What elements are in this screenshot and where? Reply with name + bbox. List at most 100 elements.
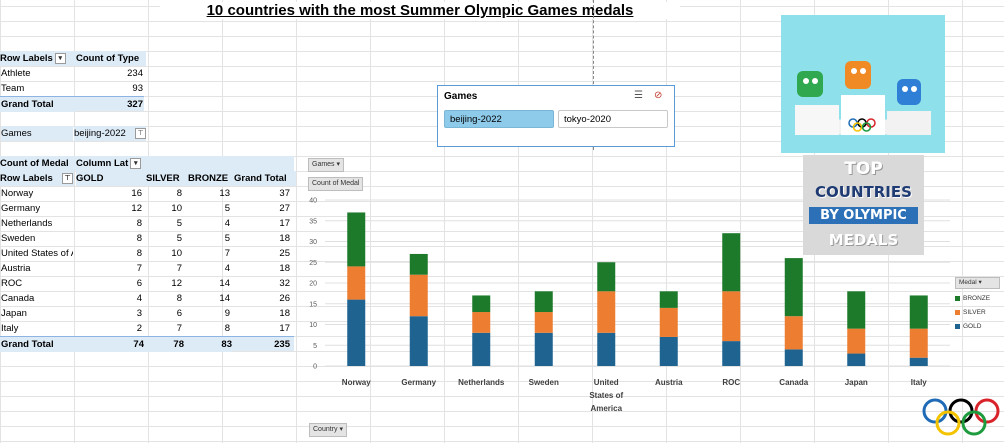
pivot2-bronze-cell[interactable]: 5 bbox=[224, 203, 230, 214]
pivot2-silver-cell[interactable]: 8 bbox=[176, 188, 182, 199]
pivot2-country-cell[interactable]: Canada bbox=[1, 293, 35, 304]
pivot2-country-cell[interactable]: Japan bbox=[1, 308, 27, 319]
olympic-mascots-picture[interactable] bbox=[781, 15, 945, 153]
pivot1-total-label[interactable]: Grand Total bbox=[0, 96, 75, 112]
pivot2-bronze-cell[interactable]: 5 bbox=[224, 233, 230, 244]
x-tick-label-line: Netherlands bbox=[458, 378, 505, 387]
pivot2-silver-cell[interactable]: 10 bbox=[171, 248, 182, 259]
pivot2-total-cell[interactable]: 26 bbox=[279, 293, 290, 304]
top-countries-banner[interactable]: TOP COUNTRIES BY OLYMPIC MEDALS bbox=[803, 155, 924, 255]
pivot2-column-labels[interactable]: Column Lat ▾ bbox=[74, 156, 146, 171]
bar-silver-canada bbox=[784, 316, 803, 350]
slicer-option-beijing-2022[interactable]: beijing-2022 bbox=[444, 110, 554, 128]
chart-games-filter-button[interactable]: Games ▾ bbox=[308, 158, 345, 172]
pivot2-bronze-cell[interactable]: 4 bbox=[224, 218, 230, 229]
pivot2-silver-cell[interactable]: 12 bbox=[171, 278, 182, 289]
pivot2-country-cell[interactable]: Germany bbox=[1, 203, 41, 214]
pivot2-gold-cell[interactable]: 7 bbox=[136, 263, 142, 274]
games-slicer[interactable]: Games ☰ ⊘ beijing-2022 tokyo-2020 bbox=[437, 85, 675, 147]
pivot2-total-silver[interactable]: 78 bbox=[144, 336, 184, 352]
pivot2-total-bronze[interactable]: 83 bbox=[184, 336, 232, 352]
column-header-bronze[interactable]: BRONZE bbox=[186, 171, 234, 186]
pivot2-total-gold[interactable]: 74 bbox=[74, 336, 144, 352]
pivot2-total-cell[interactable]: 17 bbox=[279, 323, 290, 334]
pivot2-country-cell[interactable]: Italy bbox=[1, 323, 19, 334]
pivot2-total-cell[interactable]: 17 bbox=[279, 218, 290, 229]
pivot2-total-cell[interactable]: 18 bbox=[279, 263, 290, 274]
pivot2-silver-cell[interactable]: 5 bbox=[176, 218, 182, 229]
dropdown-icon: ▾ bbox=[978, 279, 982, 286]
pivot2-silver-cell[interactable]: 7 bbox=[176, 263, 182, 274]
pivot2-country-cell[interactable]: ROC bbox=[1, 278, 23, 289]
pivot2-total-grand[interactable]: 235 bbox=[232, 336, 294, 351]
pivot2-total-cell[interactable]: 27 bbox=[279, 203, 290, 214]
column-header-gold[interactable]: GOLD bbox=[76, 171, 144, 186]
pivot2-country-cell[interactable]: Norway bbox=[1, 188, 34, 199]
clear-filter-icon[interactable]: ⊘ bbox=[654, 90, 663, 101]
pivot1-row-label[interactable]: Athlete bbox=[1, 68, 31, 79]
filter-icon[interactable]: ⊤ bbox=[62, 173, 73, 184]
pivot1-row-label[interactable]: Team bbox=[1, 83, 25, 94]
pivot2-bronze-cell[interactable]: 8 bbox=[224, 323, 230, 334]
bar-gold-norway bbox=[347, 299, 366, 366]
pivot2-corner[interactable]: Count of Medal bbox=[0, 156, 74, 171]
pivot2-gold-cell[interactable]: 8 bbox=[136, 218, 142, 229]
pivot2-bronze-cell[interactable]: 4 bbox=[224, 263, 230, 274]
pivot2-silver-cell[interactable]: 10 bbox=[171, 203, 182, 214]
pivot2-total-cell[interactable]: 18 bbox=[279, 233, 290, 244]
slicer-option-tokyo-2020[interactable]: tokyo-2020 bbox=[558, 110, 668, 128]
column-header-silver[interactable]: SILVER bbox=[144, 171, 186, 186]
pivot2-gold-cell[interactable]: 16 bbox=[131, 188, 142, 199]
slicer-title: Games bbox=[444, 91, 478, 102]
filter-value[interactable]: beijing-2022 ⊤ bbox=[74, 126, 146, 141]
column-header-grand-total[interactable]: Grand Total bbox=[232, 171, 296, 186]
x-tick-label: Norway bbox=[342, 378, 371, 387]
pivot2-gold-cell[interactable]: 2 bbox=[136, 323, 142, 334]
pivot2-total-cell[interactable]: 37 bbox=[279, 188, 290, 199]
pivot2-gold-cell[interactable]: 12 bbox=[131, 203, 142, 214]
pivot1-row-value[interactable]: 234 bbox=[127, 68, 143, 79]
pivot1-row-value[interactable]: 93 bbox=[132, 83, 143, 94]
pivot2-bronze-cell[interactable]: 14 bbox=[219, 293, 230, 304]
bar-silver-netherlands bbox=[472, 312, 491, 333]
pivot2-silver-cell[interactable]: 8 bbox=[176, 293, 182, 304]
pivot2-silver-cell[interactable]: 5 bbox=[176, 233, 182, 244]
pivot2-total-cell[interactable]: 25 bbox=[279, 248, 290, 259]
pivot2-bronze-cell[interactable]: 13 bbox=[219, 188, 230, 199]
pivot2-gold-cell[interactable]: 3 bbox=[136, 308, 142, 319]
bar-gold-canada bbox=[784, 349, 803, 366]
pivot2-total-cell[interactable]: 32 bbox=[279, 278, 290, 289]
bar-gold-germany bbox=[409, 316, 428, 366]
pivot2-bronze-cell[interactable]: 14 bbox=[219, 278, 230, 289]
filter-icon[interactable]: ⊤ bbox=[135, 128, 146, 139]
pivot2-silver-cell[interactable]: 7 bbox=[176, 323, 182, 334]
pivot2-gold-cell[interactable]: 8 bbox=[136, 233, 142, 244]
pivot2-country-cell[interactable]: Sweden bbox=[1, 233, 36, 244]
pivot2-total-label[interactable]: Grand Total bbox=[0, 336, 75, 352]
bar-silver-germany bbox=[409, 274, 428, 317]
chart-measure-button[interactable]: Count of Medal bbox=[308, 177, 364, 191]
pivot2-total-cell[interactable]: 18 bbox=[279, 308, 290, 319]
pivot1-row-labels-header[interactable]: Row Labels ▾ bbox=[0, 51, 74, 66]
pivot2-country-cell[interactable]: United States of A bbox=[1, 248, 73, 259]
x-tick-label: United States of America bbox=[589, 378, 623, 413]
bar-gold-japan bbox=[847, 353, 866, 366]
pivot2-gold-cell[interactable]: 8 bbox=[136, 248, 142, 259]
legend-item-gold: GOLD bbox=[955, 323, 1001, 331]
dropdown-icon[interactable]: ▾ bbox=[54, 52, 66, 64]
pivot2-gold-cell[interactable]: 4 bbox=[136, 293, 142, 304]
pivot2-bronze-cell[interactable]: 9 bbox=[224, 308, 230, 319]
pivot1-count-header[interactable]: Count of Type bbox=[74, 51, 146, 66]
pivot2-silver-cell[interactable]: 6 bbox=[176, 308, 182, 319]
dropdown-icon[interactable]: ▾ bbox=[130, 157, 142, 169]
multi-select-icon[interactable]: ☰ bbox=[634, 90, 643, 101]
pivot2-country-cell[interactable]: Austria bbox=[1, 263, 31, 274]
chart-country-axis-button[interactable]: Country ▾ bbox=[309, 423, 347, 437]
pivot2-bronze-cell[interactable]: 7 bbox=[224, 248, 230, 259]
pivot2-gold-cell[interactable]: 6 bbox=[136, 278, 142, 289]
pivot1-total-value[interactable]: 327 bbox=[74, 96, 144, 111]
medal-chart[interactable]: 0 5 10 15 20 25 30 35 40 Norway Germany Netherlands… bbox=[300, 188, 955, 423]
pivot2-row-labels-header[interactable]: Row Labels ⊤ bbox=[0, 171, 74, 186]
legend-medal-button[interactable]: Medal ▾ bbox=[955, 277, 1000, 289]
pivot2-country-cell[interactable]: Netherlands bbox=[1, 218, 53, 229]
